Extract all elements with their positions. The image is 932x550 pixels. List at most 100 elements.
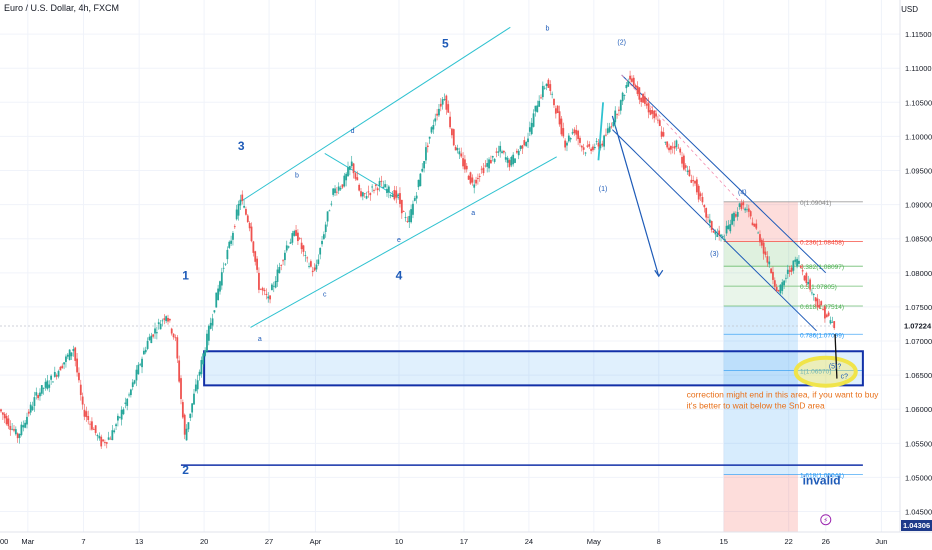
candle-body	[374, 184, 377, 186]
highlight-circle	[793, 355, 858, 388]
candle-body	[98, 436, 101, 439]
candle-body	[796, 259, 798, 267]
candle-body	[324, 224, 327, 233]
candle-body	[734, 214, 737, 217]
candle	[824, 304, 826, 323]
candle-body	[74, 347, 77, 361]
candle-body	[597, 142, 600, 147]
date-tick-label: 10	[395, 537, 403, 546]
candle	[350, 155, 353, 169]
candle-body	[412, 203, 414, 215]
candle-body	[772, 271, 774, 280]
candle	[193, 388, 195, 405]
candle-body	[508, 160, 511, 168]
candle	[176, 335, 179, 364]
candle	[716, 228, 719, 238]
candle	[618, 106, 620, 116]
candle-body	[612, 122, 615, 127]
candle	[629, 70, 631, 83]
candle-body	[276, 269, 279, 282]
candle	[96, 433, 99, 441]
price-tick-label: 1.11500	[905, 30, 932, 39]
candle	[319, 247, 322, 260]
candle-body	[705, 208, 708, 218]
currency-label: USD	[901, 5, 918, 14]
candle-body	[649, 110, 652, 115]
candle	[102, 439, 104, 443]
candle	[439, 98, 442, 112]
candle	[300, 237, 303, 254]
candle-body	[419, 173, 422, 187]
candle-body	[428, 136, 431, 139]
candle-body	[367, 191, 370, 193]
candle	[720, 233, 722, 242]
candle-body	[378, 181, 381, 186]
candle	[627, 78, 630, 87]
candle	[697, 184, 700, 203]
wave-label: 5	[442, 37, 449, 51]
candle-body	[269, 295, 271, 300]
candle	[107, 431, 110, 441]
candle-body	[222, 267, 225, 269]
candle	[0, 408, 2, 413]
last-price-label: 1.07224	[904, 322, 932, 331]
candle-body	[31, 406, 34, 411]
candle	[380, 175, 383, 187]
projection-arrowhead	[654, 269, 664, 278]
candle	[606, 122, 609, 135]
candle	[79, 379, 82, 401]
candle-body	[29, 404, 32, 413]
candle	[59, 365, 62, 371]
candle	[449, 111, 451, 129]
candle-body	[701, 196, 704, 203]
date-tick-label: Apr	[310, 537, 322, 546]
candle	[573, 127, 576, 136]
candle	[237, 200, 240, 221]
candle-body	[389, 194, 392, 196]
candle	[272, 281, 275, 293]
candle	[666, 141, 669, 150]
candle	[157, 318, 160, 330]
candle	[638, 87, 641, 105]
candle-body	[226, 249, 229, 260]
candle	[42, 387, 45, 395]
candle	[805, 271, 808, 287]
candle-body	[256, 258, 258, 270]
candle-body	[762, 242, 765, 254]
candle-body	[246, 215, 249, 223]
candle-body	[736, 212, 739, 217]
candle-body	[176, 337, 179, 359]
candle-body	[759, 234, 761, 243]
candle-body	[564, 140, 567, 148]
candle-body	[707, 216, 709, 218]
candle-body	[102, 439, 104, 442]
candle-body	[408, 215, 411, 223]
candle	[139, 362, 142, 367]
candle	[168, 318, 171, 323]
candle-body	[710, 221, 713, 231]
candle-body	[191, 403, 194, 413]
candle-body	[373, 190, 375, 191]
candle	[675, 139, 678, 151]
candle	[311, 266, 314, 277]
candle	[657, 115, 659, 124]
candle	[386, 184, 388, 197]
candle	[497, 145, 500, 157]
candle	[517, 149, 520, 160]
candle-body	[519, 145, 522, 150]
candle-body	[298, 238, 301, 239]
candle	[361, 191, 364, 201]
candle-body	[382, 186, 385, 189]
candle-body	[267, 296, 270, 299]
candle	[63, 362, 65, 370]
candle	[725, 220, 728, 236]
candle	[309, 259, 312, 268]
candle	[441, 96, 444, 110]
candle-body	[404, 217, 407, 218]
candle-body	[662, 132, 665, 137]
candle-body	[484, 165, 487, 167]
candle	[541, 81, 544, 100]
candle	[358, 183, 361, 192]
candle	[291, 230, 294, 246]
